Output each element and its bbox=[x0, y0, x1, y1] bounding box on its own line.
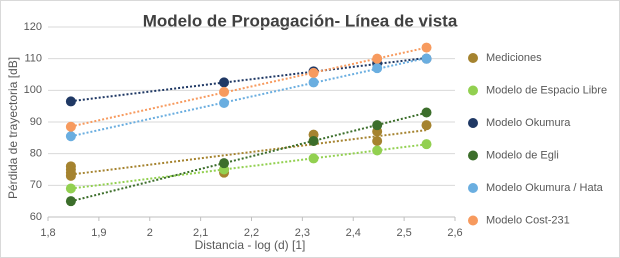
x-tick-label: 2 bbox=[147, 227, 153, 239]
legend-label: Modelo Okumura / Hata bbox=[486, 182, 604, 194]
point bbox=[219, 158, 230, 169]
y-tick-label: 90 bbox=[30, 116, 42, 128]
legend-marker bbox=[468, 118, 478, 128]
point bbox=[421, 120, 432, 131]
point bbox=[372, 136, 383, 146]
point bbox=[372, 145, 383, 156]
legend-marker bbox=[468, 150, 478, 161]
point bbox=[421, 139, 432, 150]
point bbox=[372, 53, 383, 64]
trendline bbox=[70, 111, 427, 203]
y-tick-label: 110 bbox=[24, 53, 42, 65]
point bbox=[219, 86, 230, 97]
x-tick-label: 1,9 bbox=[91, 227, 106, 239]
legend-label: Modelo Cost-231 bbox=[486, 214, 570, 226]
y-tick-label: 60 bbox=[30, 211, 42, 223]
legend-label: Modelo de Espacio Libre bbox=[486, 84, 607, 96]
x-tick-label: 1,8 bbox=[40, 227, 55, 239]
point bbox=[308, 77, 319, 88]
point bbox=[421, 53, 432, 64]
point bbox=[65, 131, 76, 142]
legend-marker bbox=[468, 53, 478, 63]
x-tick-label: 2,2 bbox=[244, 227, 259, 239]
x-axis-title: Distancia - log (d) [1] bbox=[195, 238, 306, 252]
point bbox=[372, 63, 383, 74]
legend-label: Modelo de Egli bbox=[486, 149, 559, 161]
point bbox=[219, 77, 230, 88]
trendline bbox=[70, 57, 427, 138]
point bbox=[65, 170, 76, 181]
point bbox=[219, 98, 230, 108]
point bbox=[372, 120, 383, 131]
x-tick-label: 2,6 bbox=[447, 227, 462, 239]
point bbox=[65, 196, 76, 207]
point bbox=[308, 136, 319, 146]
point bbox=[65, 121, 76, 132]
y-axis-title: Pérdida de trayectoria [dB] bbox=[6, 57, 20, 199]
point bbox=[308, 153, 319, 164]
x-tick-label: 2,1 bbox=[193, 227, 208, 239]
legend-marker bbox=[468, 85, 478, 96]
chart-title: Modelo de Propagación- Línea de vista bbox=[143, 11, 458, 30]
x-tick-label: 2,5 bbox=[396, 227, 411, 239]
y-tick-label: 120 bbox=[24, 21, 42, 33]
legend-label: Modelo Okumura bbox=[486, 117, 571, 129]
point bbox=[65, 96, 76, 107]
trendline bbox=[70, 46, 427, 128]
x-tick-label: 2,3 bbox=[295, 227, 310, 239]
point bbox=[65, 183, 76, 194]
point bbox=[308, 67, 319, 78]
y-tick-label: 70 bbox=[30, 179, 42, 191]
x-tick-label: 2,4 bbox=[346, 227, 361, 239]
point bbox=[421, 42, 432, 53]
legend-marker bbox=[468, 183, 478, 193]
legend-label: Mediciones bbox=[486, 52, 542, 64]
legend-marker bbox=[468, 215, 478, 226]
point bbox=[421, 107, 432, 118]
y-tick-label: 100 bbox=[24, 84, 42, 96]
y-tick-label: 80 bbox=[30, 148, 42, 160]
